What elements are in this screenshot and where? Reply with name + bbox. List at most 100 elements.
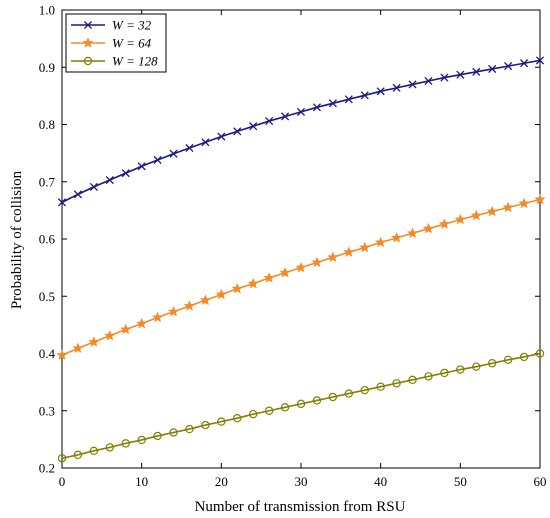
data-point: [201, 420, 210, 430]
data-point: [519, 352, 529, 362]
data-point: [488, 64, 497, 74]
x-tick-label: 0: [59, 474, 66, 489]
data-point: [57, 454, 67, 463]
x-tick-label: 20: [215, 474, 228, 489]
data-point: [328, 392, 338, 402]
series-3: [57, 349, 545, 463]
data-point: [73, 190, 82, 199]
series-line: [61, 352, 541, 460]
x-tick-label: 40: [374, 474, 387, 489]
legend-item: W = 128: [71, 54, 158, 69]
y-tick-label: 0.7: [39, 174, 56, 189]
legend: W = 32 W = 64 W = 128: [65, 13, 167, 73]
y-tick-label: 0.9: [39, 60, 55, 75]
x-tick-label: 60: [534, 474, 547, 489]
data-point: [295, 261, 307, 273]
data-point: [311, 256, 323, 268]
y-axis-title: Probability of collision: [9, 170, 25, 309]
data-point: [280, 403, 290, 412]
data-point: [136, 317, 148, 329]
y-tick-label: 0.3: [39, 403, 55, 418]
data-point: [57, 198, 67, 207]
y-tick-label: 0.6: [39, 232, 56, 247]
data-point: [152, 311, 164, 323]
legend-label: W = 64: [112, 36, 152, 51]
data-point: [424, 372, 433, 381]
data-point: [440, 73, 449, 82]
x-axis-title: Number of transmission from RSU: [195, 499, 406, 515]
data-point: [456, 70, 465, 79]
data-point: [535, 56, 545, 65]
data-point: [88, 336, 100, 347]
data-point: [89, 446, 99, 456]
y-tick-label: 0.5: [39, 289, 55, 304]
data-point: [296, 399, 306, 409]
data-point: [343, 246, 355, 257]
y-tick-label: 0.8: [39, 117, 55, 132]
data-point: [470, 209, 482, 221]
data-point: [344, 95, 353, 104]
data-point: [248, 409, 258, 419]
data-point: [121, 439, 130, 448]
data-point: [407, 227, 419, 238]
data-point: [344, 389, 353, 398]
data-point: [424, 76, 433, 86]
data-point: [422, 222, 434, 234]
data-point: [312, 103, 321, 112]
data-point: [408, 80, 417, 89]
data-point: [376, 382, 385, 391]
data-point: [233, 413, 242, 423]
data-point: [392, 379, 401, 388]
data-point: [440, 368, 449, 378]
legend-label: W = 128: [112, 54, 158, 69]
data-point: [520, 59, 529, 68]
data-point: [72, 342, 84, 354]
data-point: [168, 305, 180, 317]
y-tick-label: 0.2: [39, 461, 55, 476]
series-line: [61, 198, 541, 356]
data-point: [503, 355, 513, 364]
legend-label: W = 32: [112, 18, 152, 33]
x-tick-label: 10: [135, 474, 148, 489]
data-point: [408, 375, 417, 385]
series-line: [61, 59, 541, 204]
data-point: [312, 396, 322, 405]
data-point: [263, 272, 275, 283]
data-point: [217, 132, 226, 141]
data-point: [104, 329, 116, 341]
data-point: [89, 182, 98, 191]
data-point: [183, 300, 195, 311]
data-point: [486, 205, 498, 217]
x-tick-label: 30: [295, 474, 308, 489]
plot-area: [61, 9, 541, 469]
data-point: [105, 443, 115, 452]
data-point: [153, 431, 162, 441]
series-2: [56, 193, 546, 360]
legend-item: W = 32: [71, 18, 152, 33]
data-point: [264, 406, 274, 415]
data-point: [502, 201, 514, 213]
data-point: [375, 236, 387, 248]
data-point: [376, 87, 385, 96]
data-point: [215, 288, 227, 300]
data-point: [169, 149, 178, 158]
data-point: [488, 359, 497, 368]
data-point: [391, 232, 403, 243]
data-point: [456, 365, 465, 374]
legend-marker: [83, 20, 93, 30]
data-point: [121, 169, 130, 178]
data-point: [217, 417, 226, 426]
data-point: [201, 138, 210, 147]
data-point: [247, 277, 259, 289]
series-layer: [56, 56, 546, 463]
data-point: [137, 162, 146, 171]
data-point: [281, 112, 290, 121]
data-point: [185, 424, 194, 434]
data-point: [328, 99, 337, 108]
data-point: [472, 362, 481, 371]
legend-item: W = 64: [71, 36, 152, 51]
data-point: [327, 251, 339, 263]
data-point: [472, 67, 481, 76]
data-point: [518, 197, 530, 209]
